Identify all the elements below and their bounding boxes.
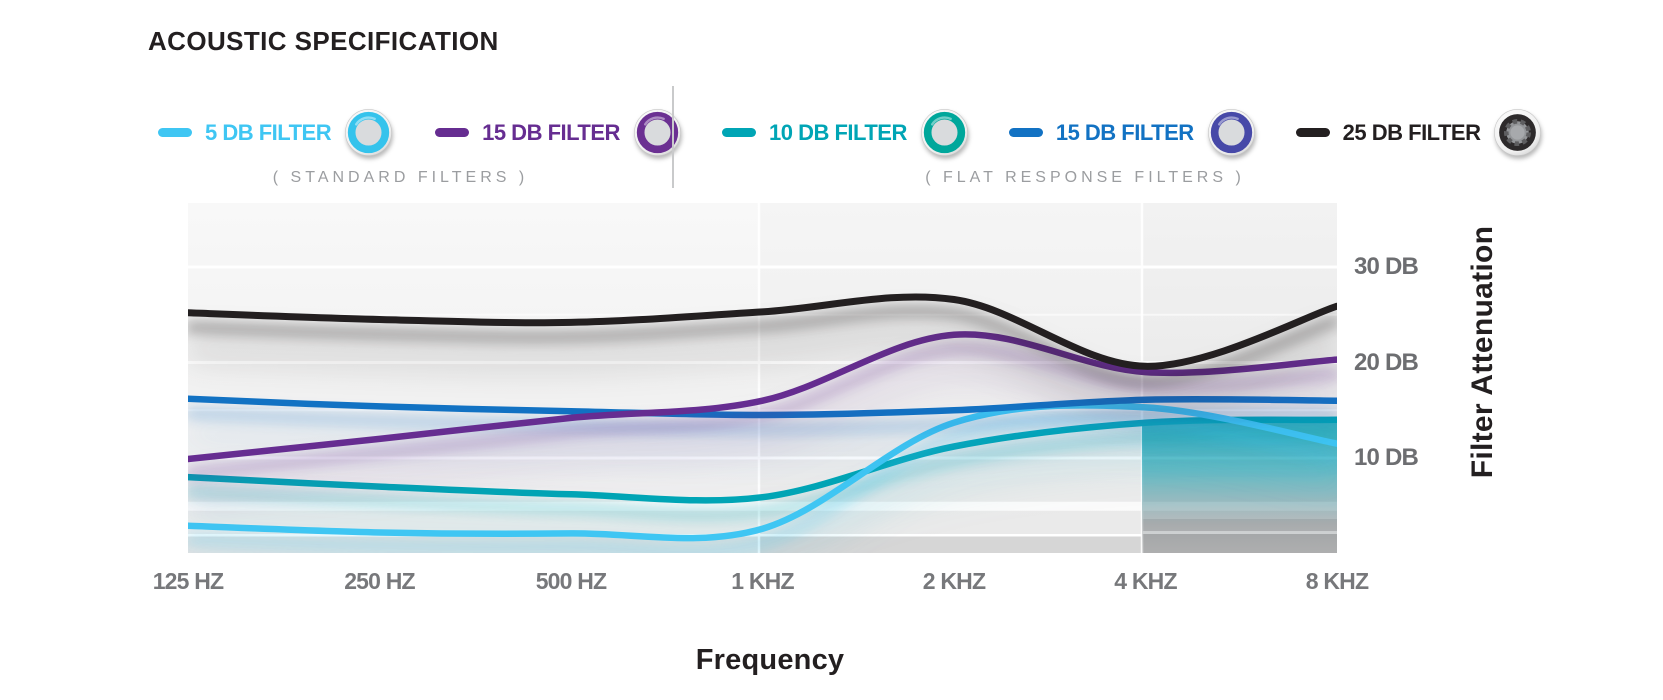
- legend-group-standard: 5 DB FILTER 15 DB FILTER ( STANDARD FILT…: [148, 108, 681, 187]
- gridline-10db: [188, 456, 1337, 460]
- curve-15-db-filter-standard-: [188, 331, 1337, 463]
- x-tick-label-500-hz: 500 HZ: [535, 568, 607, 594]
- x-tick-label-4-khz: 4 KHZ: [1114, 568, 1177, 594]
- legend-label: 15 DB FILTER: [1055, 119, 1194, 145]
- x-tick-label-1-khz: 1 KHZ: [731, 568, 794, 594]
- earplug-filter-icon: [345, 109, 392, 156]
- y-tick-label-30-db: 30 DB: [1354, 253, 1419, 280]
- legend-item-15db-standard: 15 DB FILTER: [435, 108, 682, 157]
- legend-divider: [672, 86, 674, 188]
- legend-dash: [1008, 128, 1043, 137]
- legend-item-5db-standard: 5 DB FILTER: [158, 108, 393, 157]
- earplug-filter-icon: [1207, 109, 1255, 156]
- x-tick-label-2-khz: 2 KHZ: [922, 568, 986, 594]
- teal-area-fill: [1142, 419, 1337, 553]
- curve-15-db-filter-flat-response-: [188, 395, 1337, 419]
- x-tick-label-8-khz: 8 KHZ: [1305, 568, 1369, 594]
- y-axis-title: Filter Attenuation: [1466, 225, 1499, 479]
- curve-10-db-filter-flat-response-: [188, 416, 1337, 504]
- gridline-20db: [188, 361, 1337, 364]
- legend-caption-flat-response: ( FLAT RESPONSE FILTERS ): [925, 169, 1245, 186]
- legend-caption-standard: ( STANDARD FILTERS ): [272, 169, 529, 186]
- curve-25-db-filter-flat-response-: [188, 293, 1337, 370]
- legend-dash: [1295, 128, 1330, 137]
- attenuation-chart: [188, 203, 1337, 553]
- chart-background-band-0: [188, 203, 759, 553]
- bottom-strip: [759, 536, 1142, 553]
- legend-label: 5 DB FILTER: [205, 119, 332, 145]
- legend-dash: [158, 128, 192, 137]
- legend-dash: [435, 128, 470, 137]
- legend-group-flat-response: 10 DB FILTER 15 DB FILTER 25 DB FILTER (…: [700, 108, 1542, 187]
- legend-label: 25 DB FILTER: [1342, 119, 1481, 145]
- legend-item-25db-flat: 25 DB FILTER: [1295, 108, 1543, 157]
- page-title: ACOUSTIC SPECIFICATION: [148, 26, 499, 56]
- earplug-filter-icon: [1494, 109, 1542, 156]
- earplug-filter-icon: [920, 109, 968, 156]
- bottom-strip: [188, 536, 759, 553]
- x-axis-title: Frequency: [695, 644, 845, 676]
- legend-row: 5 DB FILTER 15 DB FILTER: [148, 108, 681, 157]
- gridline-30db: [188, 265, 1337, 269]
- curve-5-db-filter-standard-: [188, 402, 1337, 542]
- legend-item-10db-flat: 10 DB FILTER: [722, 108, 969, 157]
- legend-label: 15 DB FILTER: [482, 119, 620, 145]
- gridline-15db-minor: [188, 409, 1337, 412]
- legend-label: 10 DB FILTER: [769, 119, 907, 145]
- gridline-vertical-0: [757, 203, 761, 553]
- legend-dash: [722, 128, 756, 137]
- y-tick-label-20-db: 20 DB: [1354, 348, 1419, 376]
- x-tick-label-250-hz: 250 HZ: [344, 568, 415, 594]
- legend-item-15db-flat: 15 DB FILTER: [1008, 108, 1256, 157]
- x-tick-label-125-hz: 125 HZ: [152, 568, 224, 594]
- gridline-5db-minor: [188, 501, 1337, 511]
- earplug-filter-icon: [634, 109, 681, 156]
- legend-row: 10 DB FILTER 15 DB FILTER 25 DB FILTER: [700, 108, 1542, 157]
- y-tick-label-10-db: 10 DB: [1354, 444, 1419, 471]
- gridline-vertical-1: [1140, 203, 1144, 553]
- bottom-strip-gap: [759, 534, 1142, 537]
